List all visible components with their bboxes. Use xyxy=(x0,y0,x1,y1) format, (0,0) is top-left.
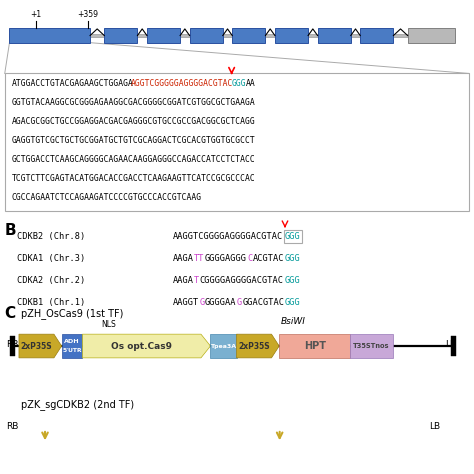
Text: T: T xyxy=(194,276,200,285)
Text: AGACGCGGCTGCCGGAGGACGACGAGGGCGTGCCGCCGACGGCGCTCAGG: AGACGCGGCTGCCGGAGGACGACGAGGGCGTGCCGCCGAC… xyxy=(12,117,255,126)
Text: 2xP35S: 2xP35S xyxy=(238,342,270,350)
FancyBboxPatch shape xyxy=(9,35,455,37)
FancyBboxPatch shape xyxy=(408,28,455,43)
Text: CDKA2 (Chr.2): CDKA2 (Chr.2) xyxy=(17,276,85,285)
FancyBboxPatch shape xyxy=(275,28,308,43)
FancyBboxPatch shape xyxy=(360,28,393,43)
Bar xyxy=(350,334,393,358)
Text: AAGA: AAGA xyxy=(173,254,194,263)
Text: C: C xyxy=(247,254,253,263)
Text: GGGGAGGG: GGGGAGGG xyxy=(205,254,247,263)
Text: ATGGACCTGTACGAGAAGCTGGAGA: ATGGACCTGTACGAGAAGCTGGAGA xyxy=(12,79,134,88)
Bar xyxy=(210,334,237,358)
Text: 2xP35S: 2xP35S xyxy=(21,342,52,350)
Text: ACGTAC: ACGTAC xyxy=(253,254,284,263)
Text: CDKA1 (Chr.3): CDKA1 (Chr.3) xyxy=(17,254,85,263)
Polygon shape xyxy=(237,334,279,358)
Text: CDKB2 (Chr.8): CDKB2 (Chr.8) xyxy=(17,232,85,241)
FancyBboxPatch shape xyxy=(5,73,469,211)
Bar xyxy=(279,334,350,358)
Text: AA: AA xyxy=(246,79,255,88)
Text: G: G xyxy=(237,298,242,307)
FancyBboxPatch shape xyxy=(9,28,90,43)
Text: +359: +359 xyxy=(77,10,98,19)
Text: GGG: GGG xyxy=(285,298,301,307)
Text: RB: RB xyxy=(6,422,18,431)
Text: GGG: GGG xyxy=(285,276,301,285)
Bar xyxy=(10,336,15,356)
Text: +1: +1 xyxy=(30,10,41,19)
Text: CGCCAGAATCTCCAGAAGATCCCCGTGCCCACCGTCAAG: CGCCAGAATCTCCAGAAGATCCCCGTGCCCACCGTCAAG xyxy=(12,193,202,202)
Text: G: G xyxy=(200,298,205,307)
Text: HPT: HPT xyxy=(304,341,326,351)
Text: GGG: GGG xyxy=(285,254,301,263)
Text: GCTGGACCTCAAGCAGGGGCAGAACAAGGAGGGCCAGACCATCCTCTACC: GCTGGACCTCAAGCAGGGGCAGAACAAGGAGGGCCAGACC… xyxy=(12,155,255,164)
Text: AAGA: AAGA xyxy=(173,276,194,285)
Text: TCGTCTTCGAGTACATGGACACCGACCTCAAGAAGTTCATCCGCGCCCAC: TCGTCTTCGAGTACATGGACACCGACCTCAAGAAGTTCAT… xyxy=(12,174,255,183)
Bar xyxy=(62,334,82,358)
Text: ADH: ADH xyxy=(64,339,80,344)
Text: GGACGTAC: GGACGTAC xyxy=(242,298,284,307)
Text: AGGTCGGGGGAGGGGACGTAC: AGGTCGGGGGAGGGGACGTAC xyxy=(131,79,234,88)
Text: GGG: GGG xyxy=(232,79,246,88)
Text: BsiWI: BsiWI xyxy=(281,317,305,326)
Text: CGGGGAGGGGACGTAC: CGGGGAGGGGACGTAC xyxy=(200,276,283,285)
Text: T35STnos: T35STnos xyxy=(353,343,390,349)
Text: Os opt.Cas9: Os opt.Cas9 xyxy=(111,342,172,350)
Text: 5'UTR: 5'UTR xyxy=(62,348,82,353)
Text: NLS: NLS xyxy=(101,320,117,329)
Text: AAGGT: AAGGT xyxy=(173,298,199,307)
FancyBboxPatch shape xyxy=(232,28,265,43)
Text: GGG: GGG xyxy=(285,232,301,241)
FancyBboxPatch shape xyxy=(190,28,223,43)
Text: GGGGAA: GGGGAA xyxy=(205,298,237,307)
Text: TT: TT xyxy=(194,254,205,263)
Text: GGTGTACAAGGCGCGGGAGAAGGCGACGGGGCGGATCGTGGCGCTGAAGA: GGTGTACAAGGCGCGGGAGAAGGCGACGGGGCGGATCGTG… xyxy=(12,98,255,107)
FancyBboxPatch shape xyxy=(147,28,180,43)
Text: AAGGTCGGGGAGGGGACGTAC: AAGGTCGGGGAGGGGACGTAC xyxy=(173,232,283,241)
Text: LB: LB xyxy=(445,340,456,348)
FancyBboxPatch shape xyxy=(104,28,137,43)
Text: Tpea3A: Tpea3A xyxy=(210,344,237,348)
FancyBboxPatch shape xyxy=(318,28,351,43)
Polygon shape xyxy=(82,334,210,358)
Text: RB: RB xyxy=(6,340,18,348)
Text: LB: LB xyxy=(429,422,440,431)
Text: GAGGTGTCGCTGCTGCGGATGCTGTCGCAGGACTCGCACGTGGTGCGCCT: GAGGTGTCGCTGCTGCGGATGCTGTCGCAGGACTCGCACG… xyxy=(12,136,255,145)
Text: B: B xyxy=(5,223,17,238)
Text: pZK_sgCDKB2 (2nd TF): pZK_sgCDKB2 (2nd TF) xyxy=(21,399,135,410)
Text: pZH_OsCas9 (1st TF): pZH_OsCas9 (1st TF) xyxy=(21,308,124,319)
Polygon shape xyxy=(19,334,62,358)
Bar xyxy=(451,336,456,356)
Text: CDKB1 (Chr.1): CDKB1 (Chr.1) xyxy=(17,298,85,307)
Text: C: C xyxy=(5,306,16,321)
